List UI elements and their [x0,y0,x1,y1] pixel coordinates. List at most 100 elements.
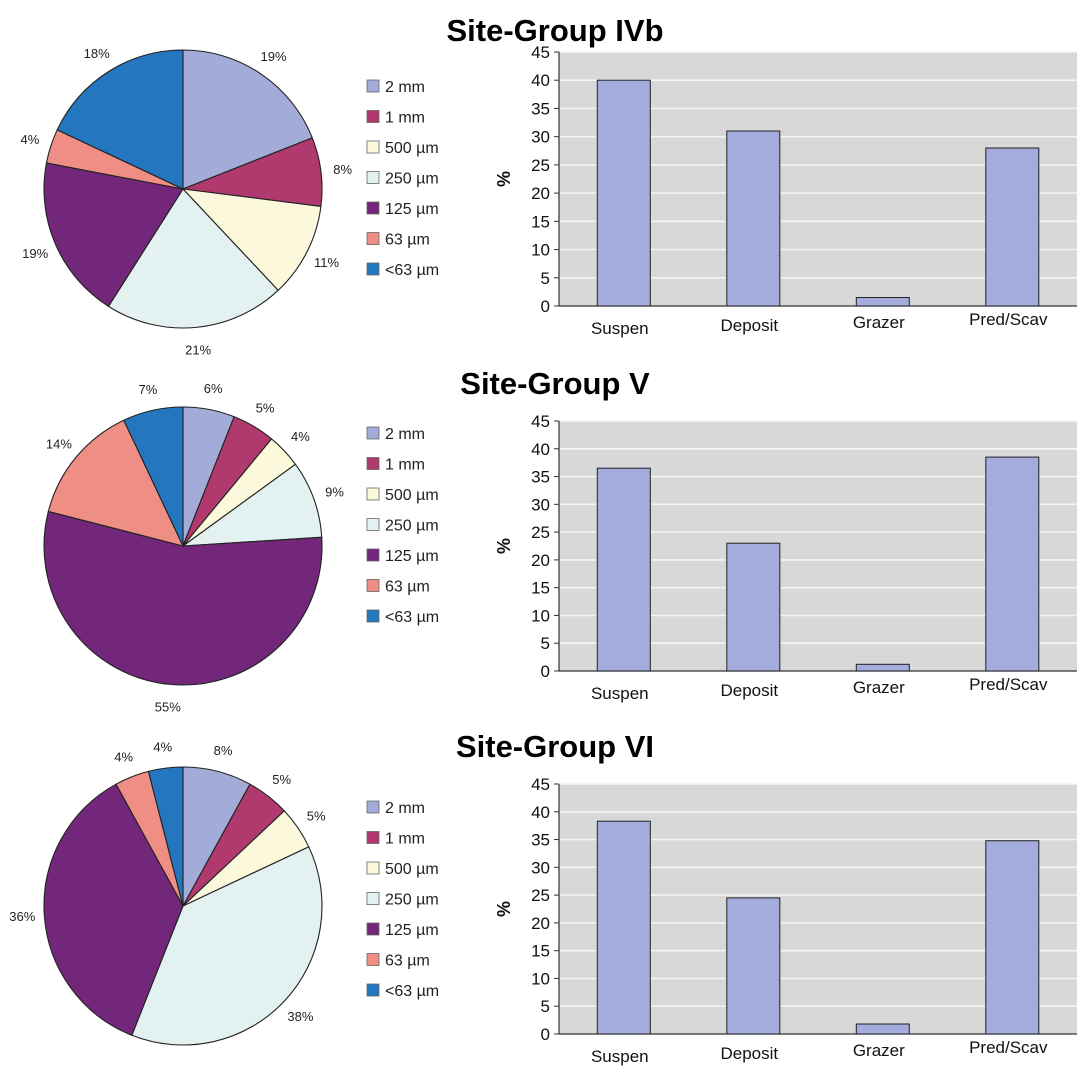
legend-label-125-um: 125 µm [385,922,439,939]
y-tick-label: 35 [531,831,550,850]
pie-chart-2: 6% 5% 4% 9% 55% 14% 7% [43,381,344,714]
legend-swatch-lt63-um [366,609,380,623]
x-tick-label: Suspen [591,1047,649,1066]
y-tick-label: 30 [531,128,550,147]
bar-grazer [855,297,910,307]
pie-chart-3: 8% 5% 5% 38% 36% 4% 4% [9,739,326,1046]
y-tick-label: 0 [541,297,550,316]
legend-swatch-500-um [366,487,380,501]
legend-label-lt63-um: <63 µm [385,262,439,279]
legend-swatch-63-um [366,579,380,592]
pie-slice-125-um [43,162,184,308]
pie-slice-lt63-um [147,766,184,907]
legend-label-250-um: 250 µm [385,171,439,188]
y-tick-label: 15 [531,942,550,961]
legend-label-500-um: 500 µm [385,487,439,504]
legend-label-2-mm: 2 mm [385,426,425,443]
pie-data-label: 4% [153,739,172,754]
legend-label-lt63-um: <63 µm [385,609,439,626]
bar-chart-title-1: Site-Group IVb [447,13,664,48]
pie-data-label: 6% [204,381,223,396]
y-tick-label: 30 [531,858,550,877]
legend-label-1-mm: 1 mm [385,457,425,474]
y-tick-label: 40 [531,440,550,459]
legend-swatch-125-um [366,201,380,215]
legend-swatch-1-mm [366,831,380,844]
y-tick-label: 5 [541,634,550,653]
pie-data-label: 5% [272,772,291,787]
legend-swatch-125-um [366,548,380,562]
x-tick-label: Deposit [720,681,778,700]
pie-data-label: 19% [22,246,48,261]
y-tick-label: 25 [531,886,550,905]
bar-chart-2: 0 5 10 15 20 25 30 35 40 45% Suspen Deposit Grazer Pr… [494,412,1077,703]
y-tick-label: 20 [531,184,550,203]
pie-data-label: 18% [84,46,110,61]
pie-slice-63-um [47,419,184,547]
legend-label-1-mm: 1 mm [385,831,425,848]
bar-chart-3: 0 5 10 15 20 25 30 35 40 45% Suspen Deposit Grazer Pr… [494,775,1077,1066]
legend-2: 2 mm 1 mm 500 µm 250 µm 125 µm 63 µm <63 µm [366,426,439,626]
y-tick-label: 0 [541,1025,550,1044]
y-tick-label: 30 [531,495,550,514]
legend-label-2-mm: 2 mm [385,800,425,817]
y-tick-label: 25 [531,156,550,175]
bar-grazer [855,1023,910,1035]
x-tick-label: Deposit [720,316,778,335]
y-tick-label: 45 [531,412,550,431]
legend-label-63-um: 63 µm [385,953,430,970]
legend-label-250-um: 250 µm [385,892,439,909]
pie-data-label: 14% [46,436,72,451]
bar-suspen [596,467,651,672]
x-tick-label: Grazer [853,678,905,697]
x-tick-label: Suspen [591,684,649,703]
legend-label-500-um: 500 µm [385,140,439,157]
bar-pred-scav [985,840,1040,1035]
x-tick-label: Pred/Scav [969,1038,1048,1057]
bar-suspen [596,79,651,307]
legend-label-1-mm: 1 mm [385,110,425,127]
pie-data-label: 5% [307,809,326,824]
legend-swatch-2-mm [366,800,380,814]
pie-data-label: 8% [333,162,352,177]
legend-swatch-1-mm [366,110,380,123]
x-tick-label: Pred/Scav [969,310,1048,329]
y-tick-label: 10 [531,606,550,625]
legend-swatch-lt63-um [366,983,380,997]
legend-label-63-um: 63 µm [385,579,430,596]
legend-label-63-um: 63 µm [385,232,430,249]
pie-slice-125-um [43,510,323,686]
bar-suspen [596,820,651,1035]
bar-deposit [726,130,781,307]
panel-row-1: 19% 8% 11% 21% 19% 4% 18% 2 mm 1 mm 500 µm 250 µm… [21,13,1077,357]
y-tick-label: 40 [531,803,550,822]
legend-swatch-2-mm [366,79,380,93]
y-tick-label: 10 [531,969,550,988]
y-tick-label: 20 [531,551,550,570]
y-tick-label: 15 [531,579,550,598]
legend-swatch-250-um [366,518,380,531]
pie-slice-125-um [43,783,184,1036]
legend-label-500-um: 500 µm [385,861,439,878]
panel-row-3: 8% 5% 5% 38% 36% 4% 4% 2 mm 1 mm 500 µm 250 µm 125… [9,729,1077,1066]
legend-label-2-mm: 2 mm [385,79,425,96]
legend-1: 2 mm 1 mm 500 µm 250 µm 125 µm 63 µm <63 µm [366,79,439,279]
pie-chart-1: 19% 8% 11% 21% 19% 4% 18% [21,46,353,357]
y-tick-label: 10 [531,241,550,260]
pie-data-label: 4% [114,749,133,764]
bar-chart-title-3: Site-Group VI [456,729,654,764]
y-axis-label: % [494,901,514,917]
pie-data-label: 4% [21,132,40,147]
x-tick-label: Pred/Scav [969,675,1048,694]
y-axis-label: % [494,538,514,554]
legend-swatch-1-mm [366,457,380,470]
bar-deposit [726,542,781,672]
y-tick-label: 0 [541,662,550,681]
bar-chart-title-2: Site-Group V [460,366,650,401]
pie-data-label: 9% [325,485,344,500]
y-tick-label: 35 [531,468,550,487]
y-tick-label: 45 [531,775,550,794]
legend-swatch-250-um [366,171,380,184]
bar-grazer [855,663,910,672]
